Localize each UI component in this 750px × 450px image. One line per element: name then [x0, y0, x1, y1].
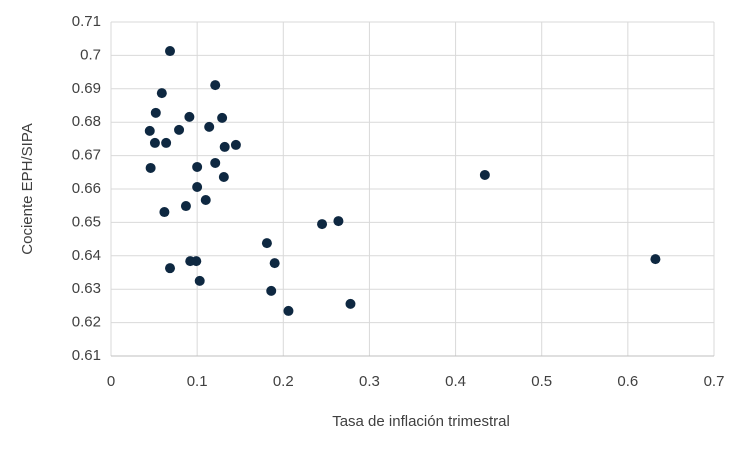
- point: [269, 258, 280, 269]
- point: [283, 305, 294, 316]
- x-tick-label: 0.5: [531, 373, 552, 390]
- point: [194, 275, 205, 286]
- y-tick-label: 0.71: [72, 13, 101, 30]
- x-axis-title: Tasa de inflación trimestral: [332, 413, 510, 430]
- y-tick-label: 0.67: [72, 147, 101, 164]
- point: [192, 161, 203, 172]
- x-tick-label: 0.2: [273, 373, 294, 390]
- point: [180, 201, 191, 212]
- point: [165, 46, 176, 57]
- x-tick-label: 0.3: [359, 373, 380, 390]
- point: [266, 285, 277, 296]
- y-tick-label: 0.64: [72, 247, 101, 264]
- point: [165, 263, 176, 274]
- x-tick-label: 0.7: [704, 373, 725, 390]
- point: [650, 254, 661, 265]
- y-tick-label: 0.62: [72, 314, 101, 331]
- y-axis-title: Cociente EPH/SIPA: [19, 123, 36, 254]
- point: [333, 216, 344, 227]
- y-tick-label: 0.63: [72, 280, 101, 297]
- point: [479, 169, 490, 180]
- point: [345, 298, 356, 309]
- point: [145, 162, 156, 173]
- point: [219, 141, 230, 152]
- point: [156, 88, 167, 99]
- y-tick-label: 0.61: [72, 347, 101, 364]
- point: [174, 124, 185, 135]
- point: [149, 137, 160, 148]
- y-tick-label: 0.68: [72, 113, 101, 130]
- point: [161, 137, 172, 148]
- point: [191, 256, 202, 267]
- x-tick-label: 0.4: [445, 373, 466, 390]
- point: [218, 171, 229, 182]
- point: [159, 207, 170, 218]
- point: [192, 181, 203, 192]
- point: [144, 125, 155, 136]
- point: [317, 219, 328, 230]
- point: [210, 157, 221, 168]
- point: [217, 112, 228, 123]
- x-tick-label: 0.6: [617, 373, 638, 390]
- x-tick-label: 0.1: [187, 373, 208, 390]
- point: [184, 111, 195, 122]
- point: [261, 238, 272, 249]
- y-tick-label: 0.69: [72, 80, 101, 97]
- x-tick-label: 0: [107, 373, 115, 390]
- y-tick-label: 0.66: [72, 180, 101, 197]
- point: [150, 107, 161, 118]
- point: [230, 139, 241, 150]
- y-tick-label: 0.7: [80, 46, 101, 63]
- point: [200, 195, 211, 206]
- y-tick-label: 0.65: [72, 213, 101, 230]
- point: [204, 121, 215, 132]
- point: [210, 80, 221, 91]
